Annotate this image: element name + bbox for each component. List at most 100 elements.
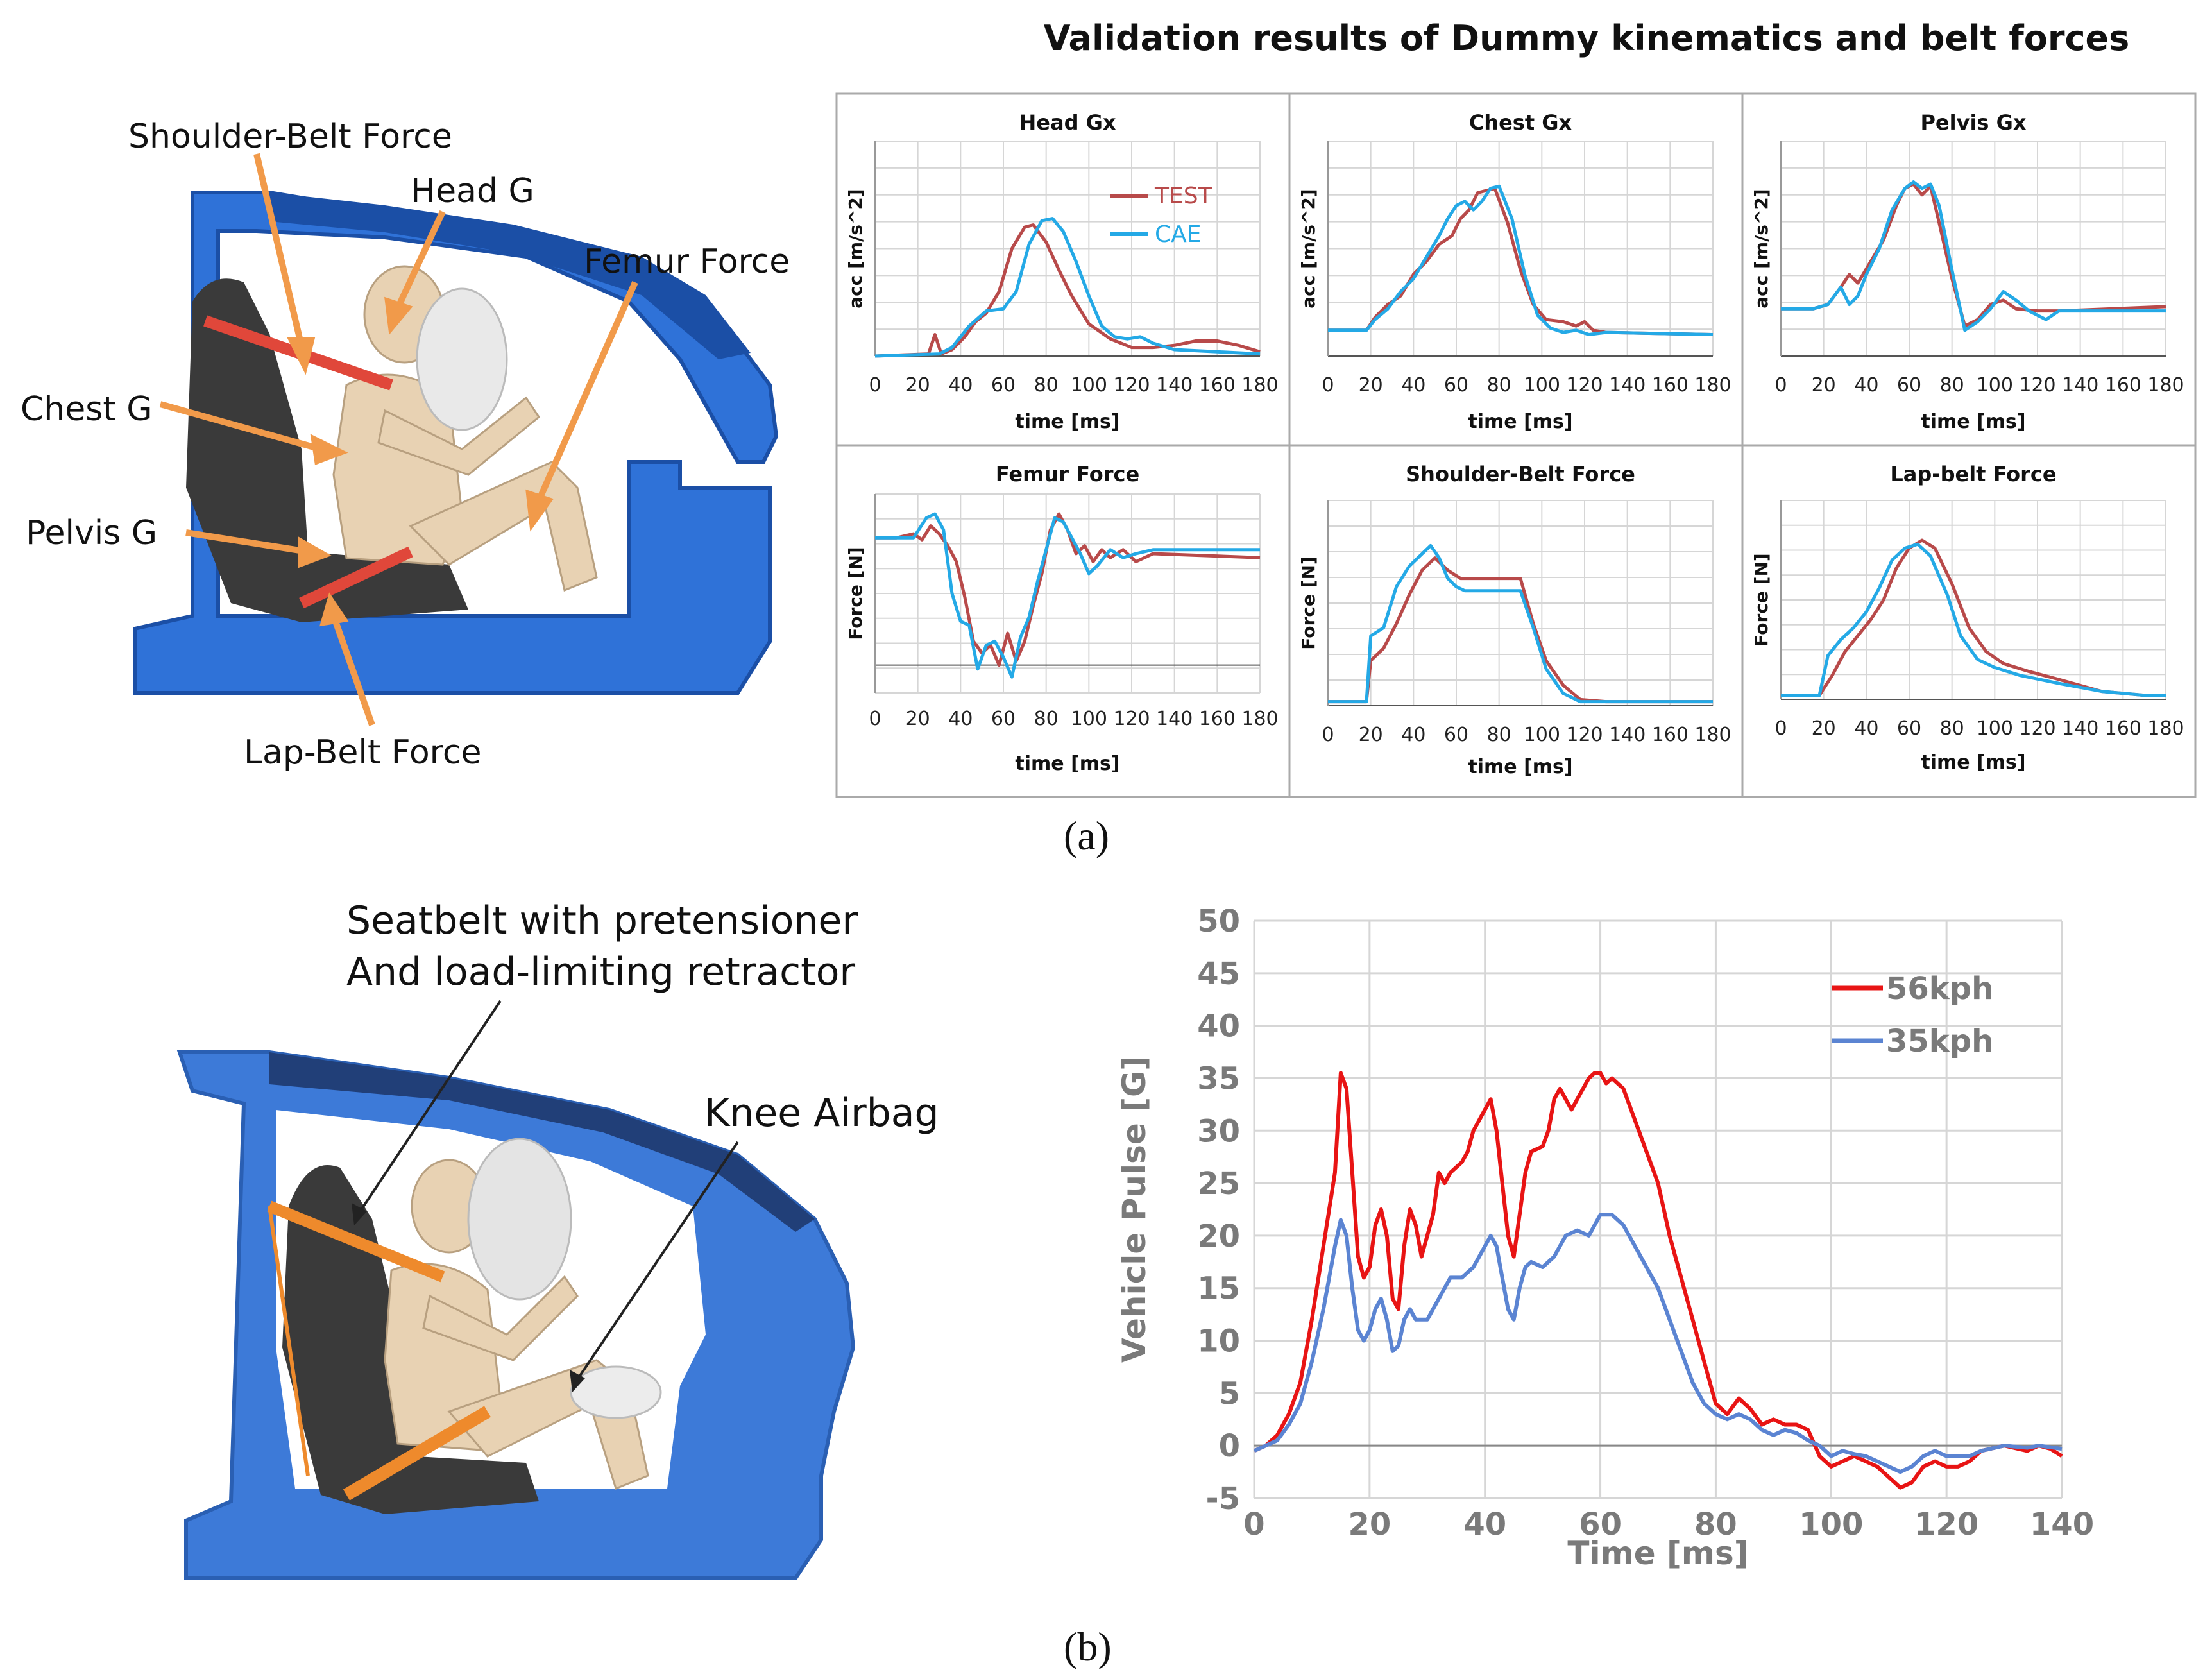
x-axis-label: time [ms] <box>1468 411 1572 433</box>
x-tick-label: 180 <box>1241 374 1278 397</box>
y-axis-label: Force [N] <box>1751 553 1772 646</box>
x-tick-label: 180 <box>1241 708 1278 730</box>
caption-b: (b) <box>1064 1624 1112 1669</box>
label-seatbelt-line1: Seatbelt with pretensioner <box>346 898 858 943</box>
x-tick-label: 40 <box>948 374 973 397</box>
label-seatbelt-line2: And load-limiting retractor <box>346 950 855 994</box>
dummy-arm-a <box>377 396 541 476</box>
series-line-test <box>1781 538 2166 697</box>
x-axis-label: Time [ms] <box>1567 1535 1748 1572</box>
arrow-head-head <box>384 296 413 336</box>
arrow-shoulder-belt-head <box>286 337 316 375</box>
series-line-56kph <box>1253 1071 2063 1490</box>
x-tick-label: 0 <box>869 708 881 730</box>
y-axis-label: Force [N] <box>845 547 866 640</box>
x-tick-label: 20 <box>1359 374 1383 397</box>
series-line-cae <box>1781 542 2166 697</box>
x-tick-label: 100 <box>1977 374 2013 397</box>
chart-pelvis-gx: 0 20 40 60 80 100 120 140 160 180 Pelvis Gx time [m… <box>1751 110 2184 433</box>
x-tick-label: 140 <box>1156 708 1193 730</box>
x-tick-label: 60 <box>1444 724 1468 746</box>
x-tick-label: 60 <box>1579 1506 1622 1542</box>
y-tick-label: -5 <box>1206 1481 1240 1517</box>
legend-label: 35kph <box>1886 1023 1993 1059</box>
x-tick-label: 40 <box>1401 724 1425 746</box>
arrow-chest <box>159 401 322 452</box>
x-tick-label: 100 <box>1524 374 1560 397</box>
y-tick-label: 35 <box>1197 1061 1240 1096</box>
chart-femur-force: 0 20 40 60 80 100 120 140 160 180 Femur Force time … <box>845 462 1279 775</box>
x-tick-label: 120 <box>1566 374 1603 397</box>
x-tick-label: 60 <box>1897 717 1921 740</box>
x-tick-label: 100 <box>1071 708 1107 730</box>
chart-head-gx: 0 20 40 60 80 100 120 140 160 180 Head Gx time [ms]… <box>845 110 1279 433</box>
arrow-pelvis-head <box>298 536 332 568</box>
y-tick-label: 0 <box>1219 1428 1240 1464</box>
chart-shoulder-belt-force: 0 20 40 60 80 100 120 140 160 180 Shoulder-Belt Fo… <box>1298 462 1731 778</box>
x-tick-label: 0 <box>1774 374 1787 397</box>
label-femur-force: Femur Force <box>584 243 790 281</box>
x-tick-label: 60 <box>1897 374 1921 397</box>
x-tick-label: 120 <box>1914 1506 1978 1542</box>
x-tick-label: 100 <box>1524 724 1560 746</box>
x-tick-label: 120 <box>1113 374 1150 397</box>
x-tick-label: 20 <box>1348 1506 1391 1542</box>
callout-arrows-a <box>159 153 638 726</box>
legend-label: CAE <box>1155 221 1202 248</box>
label-chest-g: Chest G <box>21 390 153 429</box>
shoulder-belt-b <box>267 1200 445 1283</box>
x-tick-label: 80 <box>1034 374 1059 397</box>
x-tick-label: 40 <box>1854 717 1878 740</box>
x-tick-label: 140 <box>1609 374 1646 397</box>
y-tick-label: 45 <box>1197 956 1240 992</box>
x-tick-label: 120 <box>1566 724 1603 746</box>
chart-lap-belt-force: 0 20 40 60 80 100 120 140 160 180 Lap-belt Force ti… <box>1751 462 2184 774</box>
series-line-cae <box>1328 184 1714 336</box>
panel-a-title: Validation results of Dummy kinematics a… <box>1044 18 2130 58</box>
x-tick-label: 80 <box>1487 374 1511 397</box>
lap-belt-a <box>299 546 413 609</box>
x-tick-label: 40 <box>1463 1506 1506 1542</box>
chart-title: Femur Force <box>996 462 1139 486</box>
legend-label: TEST <box>1154 183 1213 209</box>
y-tick-label: 15 <box>1197 1271 1240 1307</box>
x-tick-label: 140 <box>2030 1506 2094 1542</box>
arrow-shoulder-belt <box>253 153 305 348</box>
pointer-seatbelt-head <box>352 1203 367 1225</box>
arrow-lap-belt <box>330 615 375 726</box>
chart-title: Shoulder-Belt Force <box>1406 462 1635 486</box>
x-tick-label: 160 <box>1652 724 1689 746</box>
x-tick-label: 20 <box>906 374 930 397</box>
arrow-lap-belt-head <box>319 592 349 627</box>
series-line-cae <box>1781 180 2166 332</box>
chart-chest-gx: 0 20 40 60 80 100 120 140 160 180 Chest Gx time [ms… <box>1298 110 1731 433</box>
y-tick-label: 30 <box>1197 1113 1240 1149</box>
series-line-test <box>1328 556 1713 704</box>
chart-title: Pelvis Gx <box>1920 110 2026 135</box>
x-tick-label: 0 <box>1774 717 1787 740</box>
series-line-test <box>875 512 1261 667</box>
pointer-seatbelt <box>358 1000 502 1214</box>
x-tick-label: 160 <box>2105 374 2141 397</box>
y-tick-label: 25 <box>1197 1166 1240 1202</box>
x-tick-label: 140 <box>2062 374 2098 397</box>
y-axis-label: Vehicle Pulse [G] <box>1116 1056 1153 1363</box>
series-line-test <box>1328 187 1714 336</box>
x-tick-label: 80 <box>1940 717 1964 740</box>
x-axis-label: time [ms] <box>1921 751 2025 774</box>
dummy-arm-b <box>422 1275 579 1361</box>
chart-title: Lap-belt Force <box>1890 462 2056 486</box>
vehicle-roof-a <box>269 192 751 359</box>
arrow-head <box>395 210 446 310</box>
x-tick-label: 60 <box>1444 374 1468 397</box>
x-tick-label: 20 <box>906 708 930 730</box>
x-tick-label: 40 <box>1401 374 1425 397</box>
x-tick-label: 20 <box>1812 717 1836 740</box>
x-tick-label: 100 <box>1071 374 1107 397</box>
arrow-chest-head <box>310 434 348 465</box>
arrow-femur-head <box>525 489 554 532</box>
x-tick-label: 180 <box>2147 374 2184 397</box>
x-tick-label: 180 <box>1694 374 1731 397</box>
x-tick-label: 80 <box>1034 708 1059 730</box>
